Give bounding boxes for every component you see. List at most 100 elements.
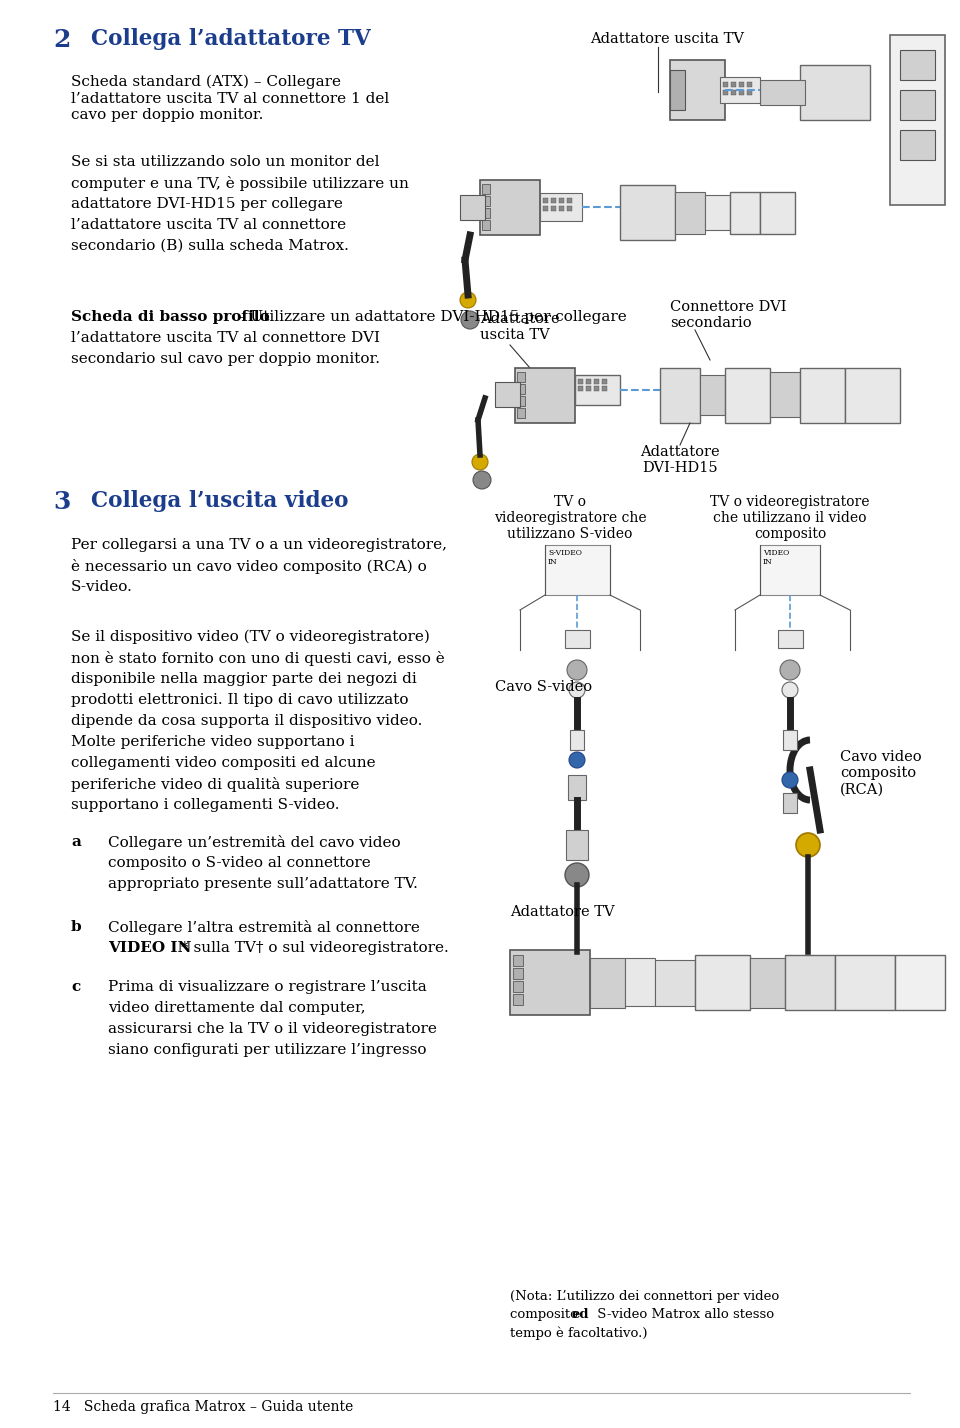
Text: 3: 3 [53,490,70,514]
Bar [575,376,620,406]
Text: composito o S-video al connettore: composito o S-video al connettore [108,855,371,870]
Text: Scheda di basso profilo: Scheda di basso profilo [71,310,270,324]
Bar [586,378,591,384]
Text: a: a [71,835,81,850]
Text: computer e una TV, è possibile utilizzare un: computer e una TV, è possibile utilizzar… [71,176,409,191]
Text: siano configurati per utilizzare l’ingresso: siano configurati per utilizzare l’ingre… [108,1042,426,1057]
Bar [586,386,591,391]
Bar [730,191,760,234]
Bar [725,368,770,423]
Text: periferiche video di qualità superiore: periferiche video di qualità superiore [71,777,359,793]
Circle shape [461,311,479,328]
Text: disponibile nella maggior parte dei negozi di: disponibile nella maggior parte dei nego… [71,673,417,685]
Bar [655,960,695,1005]
Text: TV o
videoregistratore che
utilizzano S-video: TV o videoregistratore che utilizzano S-… [493,496,646,541]
Bar [460,196,485,220]
Circle shape [473,471,491,488]
Bar [705,196,730,230]
Text: Per collegarsi a una TV o a un videoregistratore,: Per collegarsi a una TV o a un videoregi… [71,538,447,553]
Text: Collega l’uscita video: Collega l’uscita video [91,490,348,513]
Bar [778,630,803,648]
Text: tempo è facoltativo.): tempo è facoltativo.) [510,1327,647,1339]
Bar [845,368,900,423]
Text: Adattatore TV: Adattatore TV [510,905,614,920]
Text: secondario (B) sulla scheda Matrox.: secondario (B) sulla scheda Matrox. [71,238,348,253]
Circle shape [472,454,488,470]
Bar [559,198,564,203]
Text: adattatore DVI-HD15 per collegare: adattatore DVI-HD15 per collegare [71,197,343,211]
Circle shape [567,660,587,680]
Text: Cavo S-video: Cavo S-video [495,680,592,694]
Text: 14   Scheda grafica Matrox – Guida utente: 14 Scheda grafica Matrox – Guida utente [53,1399,353,1414]
Bar [720,77,760,103]
Bar [517,408,525,418]
Text: dipende da cosa supporta il dispositivo video.: dipende da cosa supporta il dispositivo … [71,714,422,728]
Bar [578,378,583,384]
Bar [731,90,736,96]
Text: Adattatore uscita TV: Adattatore uscita TV [590,31,744,46]
Bar [513,968,523,980]
Bar [800,368,845,423]
Text: è necessario un cavo video composito (RCA) o: è necessario un cavo video composito (RC… [71,558,427,574]
Bar [731,81,736,87]
Bar [567,198,572,203]
Bar [785,955,835,1010]
Bar [543,198,548,203]
Bar [517,373,525,383]
Bar [515,368,575,423]
Bar [517,384,525,394]
Text: IN: IN [548,558,558,565]
Bar [568,775,586,800]
Bar [570,730,584,750]
Text: appropriato presente sull’adattatore TV.: appropriato presente sull’adattatore TV. [108,877,418,891]
Bar [783,730,797,750]
Bar [513,955,523,965]
Circle shape [780,660,800,680]
Bar [567,206,572,211]
Bar [900,130,935,160]
Text: Se si sta utilizzando solo un monitor del: Se si sta utilizzando solo un monitor de… [71,156,379,169]
Bar [723,81,728,87]
Bar [835,955,895,1010]
Bar [578,386,583,391]
Text: composito: composito [510,1308,583,1321]
Text: 2: 2 [53,29,70,51]
Bar [495,383,520,407]
Bar [760,545,820,595]
Bar [760,191,795,234]
Bar [670,60,725,120]
Text: Connettore DVI
secondario: Connettore DVI secondario [670,300,786,330]
Bar [723,90,728,96]
Bar [566,830,588,860]
Bar [890,36,945,206]
Text: VIDEO IN: VIDEO IN [108,941,191,955]
Text: Adattatore
uscita TV: Adattatore uscita TV [480,311,560,343]
Bar [770,373,800,417]
Text: (Nota: L’utilizzo dei connettori per video: (Nota: L’utilizzo dei connettori per vid… [510,1289,780,1302]
Text: Collega l’adattatore TV: Collega l’adattatore TV [91,29,371,50]
Text: IN: IN [763,558,773,565]
Bar [900,90,935,120]
Text: Collegare un’estremità del cavo video: Collegare un’estremità del cavo video [108,835,400,850]
Bar [482,184,490,194]
Bar [594,378,599,384]
Text: S-video Matrox allo stesso: S-video Matrox allo stesso [593,1308,774,1321]
Text: l’adattatore uscita TV al connettore DVI: l’adattatore uscita TV al connettore DVI [71,331,380,346]
Text: TV o videoregistratore
che utilizzano il video
composito: TV o videoregistratore che utilizzano il… [710,496,870,541]
Bar [480,180,540,236]
Text: VIDEO: VIDEO [763,548,789,557]
Text: – Utilizzare un adattatore DVI-HD15 per collegare: – Utilizzare un adattatore DVI-HD15 per … [233,310,627,324]
Bar [551,198,556,203]
Circle shape [784,563,796,574]
Text: assicurarsi che la TV o il videoregistratore: assicurarsi che la TV o il videoregistra… [108,1022,437,1035]
Text: secondario sul cavo per doppio monitor.: secondario sul cavo per doppio monitor. [71,351,380,366]
Bar [565,630,590,648]
Text: Cavo video
composito
(RCA): Cavo video composito (RCA) [840,750,922,797]
Bar [660,368,700,423]
Bar [543,206,548,211]
Bar [482,220,490,230]
Text: Scheda standard (ATX) – Collegare
l’adattatore uscita TV al connettore 1 del
cav: Scheda standard (ATX) – Collegare l’adat… [71,76,389,121]
Bar [700,376,725,416]
Text: prodotti elettronici. Il tipo di cavo utilizzato: prodotti elettronici. Il tipo di cavo ut… [71,693,409,707]
Bar [900,50,935,80]
